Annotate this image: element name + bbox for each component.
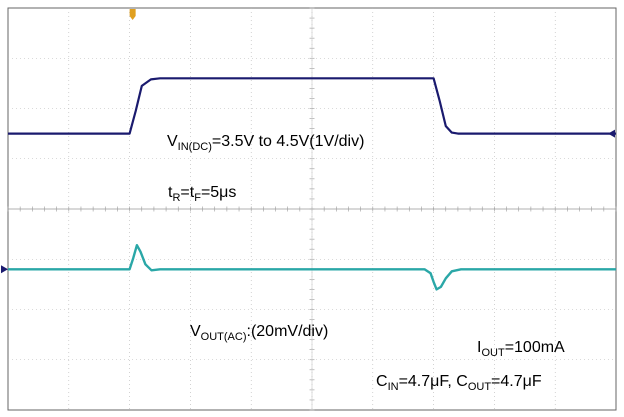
capacitor-annotation: CIN=4.7μF, COUT=4.7μF — [376, 373, 542, 393]
vin-trace — [8, 77, 616, 135]
channel-2-marker-icon — [1, 265, 8, 274]
iout-annotation: IOUT=100mA — [477, 339, 565, 359]
trigger-marker-icon — [129, 9, 136, 20]
vout-trace — [8, 243, 616, 291]
vin-annotation: VIN(DC)=3.5V to 4.5V(1V/div) — [167, 133, 365, 153]
channel-1-marker-icon — [608, 129, 615, 138]
rise-fall-time-annotation: tR=tF=5μs — [168, 184, 237, 204]
vout-annotation: VOUT(AC):(20mV/div) — [190, 323, 329, 343]
